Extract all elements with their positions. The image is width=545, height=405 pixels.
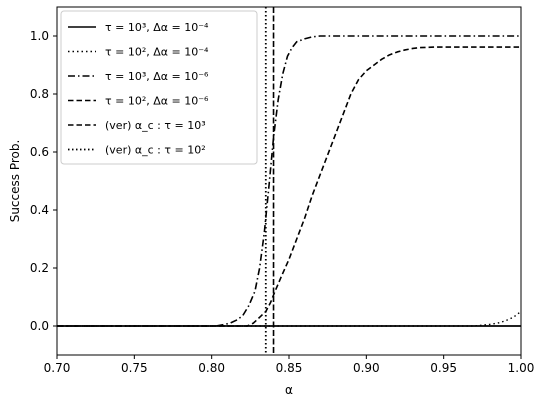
series-line-2 <box>57 310 521 327</box>
x-tick-label: 0.90 <box>353 361 380 375</box>
y-tick-label: 0.6 <box>30 145 49 159</box>
y-tick-label: 0.8 <box>30 87 49 101</box>
legend-box <box>60 10 258 165</box>
x-tick-label: 0.80 <box>198 361 225 375</box>
x-axis-label: α <box>285 383 293 397</box>
legend-label: (ver) α_c : τ = 10² <box>105 144 206 157</box>
legend-label: τ = 10³, Δα = 10⁻⁶ <box>105 70 209 83</box>
legend: τ = 10³, Δα = 10⁻⁴ τ = 10², Δα = 10⁻⁴ τ = … <box>60 10 258 165</box>
legend-label: (ver) α_c : τ = 10³ <box>105 119 206 132</box>
x-tick-label: 1.00 <box>508 361 535 375</box>
x-tick-label: 0.85 <box>276 361 303 375</box>
y-tick-label: 0.2 <box>30 261 49 275</box>
x-tick-label: 0.70 <box>44 361 71 375</box>
legend-label: τ = 10², Δα = 10⁻⁶ <box>105 95 209 108</box>
y-tick-label: 0.0 <box>30 319 49 333</box>
plot-area <box>57 7 521 355</box>
legend-label: τ = 10², Δα = 10⁻⁴ <box>105 46 209 59</box>
y-axis-label: Success Prob. <box>8 140 22 223</box>
legend-label: τ = 10³, Δα = 10⁻⁴ <box>105 21 209 34</box>
x-tick-label: 0.95 <box>430 361 457 375</box>
series-line-3 <box>57 35 521 327</box>
y-tick-label: 1.0 <box>30 29 49 43</box>
y-tick-label: 0.4 <box>30 203 49 217</box>
series-line-4 <box>57 46 521 327</box>
x-tick-label: 0.75 <box>121 361 148 375</box>
